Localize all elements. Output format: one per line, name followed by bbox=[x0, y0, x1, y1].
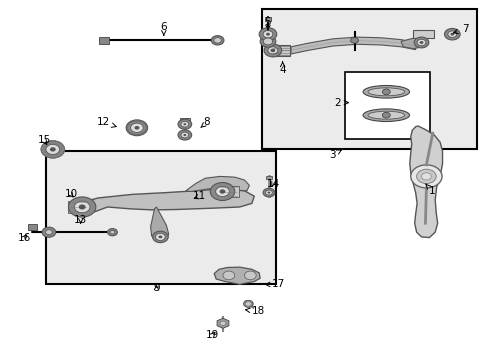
Circle shape bbox=[259, 28, 276, 41]
Circle shape bbox=[267, 47, 277, 54]
Bar bbox=[68, 201, 82, 213]
Text: 18: 18 bbox=[245, 306, 264, 316]
Text: 4: 4 bbox=[279, 62, 285, 75]
Bar bbox=[46, 151, 276, 284]
Circle shape bbox=[382, 89, 389, 95]
Bar bbox=[344, 72, 429, 139]
Text: 6: 6 bbox=[160, 22, 167, 35]
Polygon shape bbox=[400, 36, 425, 49]
Circle shape bbox=[223, 271, 234, 280]
Circle shape bbox=[158, 235, 162, 238]
Text: 5: 5 bbox=[264, 17, 271, 30]
Text: 13: 13 bbox=[74, 215, 87, 225]
Text: 3: 3 bbox=[328, 150, 341, 160]
Circle shape bbox=[215, 186, 229, 197]
Bar bbox=[28, 224, 37, 230]
Circle shape bbox=[263, 188, 274, 197]
Text: 9: 9 bbox=[153, 283, 160, 293]
Circle shape bbox=[382, 112, 389, 118]
Circle shape bbox=[183, 123, 186, 125]
Circle shape bbox=[130, 123, 143, 132]
Circle shape bbox=[263, 38, 272, 45]
Text: 14: 14 bbox=[266, 179, 279, 189]
Circle shape bbox=[50, 147, 56, 152]
Bar bbox=[219, 186, 238, 197]
Circle shape bbox=[178, 130, 191, 140]
Text: 12: 12 bbox=[97, 117, 116, 127]
Circle shape bbox=[41, 141, 64, 158]
Text: 7: 7 bbox=[452, 24, 468, 34]
Circle shape bbox=[264, 44, 281, 57]
Circle shape bbox=[449, 33, 453, 36]
Ellipse shape bbox=[362, 85, 409, 98]
Circle shape bbox=[410, 165, 441, 188]
Circle shape bbox=[350, 37, 358, 43]
Circle shape bbox=[444, 28, 459, 40]
Circle shape bbox=[79, 204, 85, 210]
Polygon shape bbox=[409, 126, 442, 238]
Circle shape bbox=[110, 230, 115, 234]
Text: 19: 19 bbox=[205, 330, 219, 340]
Text: 17: 17 bbox=[265, 279, 284, 289]
Bar bbox=[261, 9, 476, 149]
Circle shape bbox=[181, 121, 188, 127]
Circle shape bbox=[265, 33, 269, 36]
Circle shape bbox=[134, 126, 139, 130]
Circle shape bbox=[220, 321, 225, 325]
Circle shape bbox=[178, 119, 191, 129]
Text: 10: 10 bbox=[64, 189, 77, 199]
Circle shape bbox=[126, 120, 147, 136]
Polygon shape bbox=[150, 207, 168, 241]
Circle shape bbox=[46, 144, 60, 154]
Circle shape bbox=[265, 190, 272, 195]
Circle shape bbox=[244, 271, 256, 280]
Circle shape bbox=[413, 37, 428, 48]
Polygon shape bbox=[185, 176, 249, 192]
Circle shape bbox=[263, 31, 272, 38]
Bar bbox=[412, 30, 433, 38]
Polygon shape bbox=[290, 37, 415, 54]
Circle shape bbox=[270, 49, 275, 52]
Circle shape bbox=[42, 227, 56, 237]
Circle shape bbox=[416, 169, 435, 184]
Circle shape bbox=[68, 197, 96, 217]
Circle shape bbox=[107, 229, 117, 236]
Circle shape bbox=[155, 233, 165, 240]
Circle shape bbox=[210, 183, 234, 201]
Circle shape bbox=[181, 132, 188, 138]
Circle shape bbox=[421, 173, 430, 180]
Circle shape bbox=[152, 231, 168, 243]
Circle shape bbox=[447, 31, 456, 37]
Bar bbox=[265, 176, 272, 179]
Circle shape bbox=[45, 230, 52, 235]
Text: 2: 2 bbox=[334, 98, 348, 108]
Bar bbox=[180, 118, 189, 122]
Text: 16: 16 bbox=[18, 233, 31, 243]
Circle shape bbox=[260, 36, 275, 47]
Polygon shape bbox=[214, 267, 260, 284]
Text: 11: 11 bbox=[193, 191, 206, 201]
Ellipse shape bbox=[367, 111, 404, 119]
Bar bbox=[99, 37, 108, 44]
Circle shape bbox=[183, 134, 186, 136]
Circle shape bbox=[74, 201, 90, 213]
Bar bbox=[271, 45, 290, 56]
Circle shape bbox=[213, 37, 221, 43]
Text: 15: 15 bbox=[37, 135, 51, 145]
Circle shape bbox=[243, 300, 253, 307]
Ellipse shape bbox=[367, 88, 404, 96]
Text: 1: 1 bbox=[425, 184, 434, 196]
Circle shape bbox=[219, 189, 225, 194]
Text: 8: 8 bbox=[201, 117, 210, 127]
Circle shape bbox=[211, 36, 224, 45]
Polygon shape bbox=[76, 189, 254, 212]
Circle shape bbox=[267, 192, 270, 194]
Bar bbox=[264, 17, 271, 21]
Ellipse shape bbox=[362, 109, 409, 122]
Circle shape bbox=[245, 302, 250, 306]
Circle shape bbox=[419, 41, 423, 44]
Circle shape bbox=[416, 39, 425, 46]
